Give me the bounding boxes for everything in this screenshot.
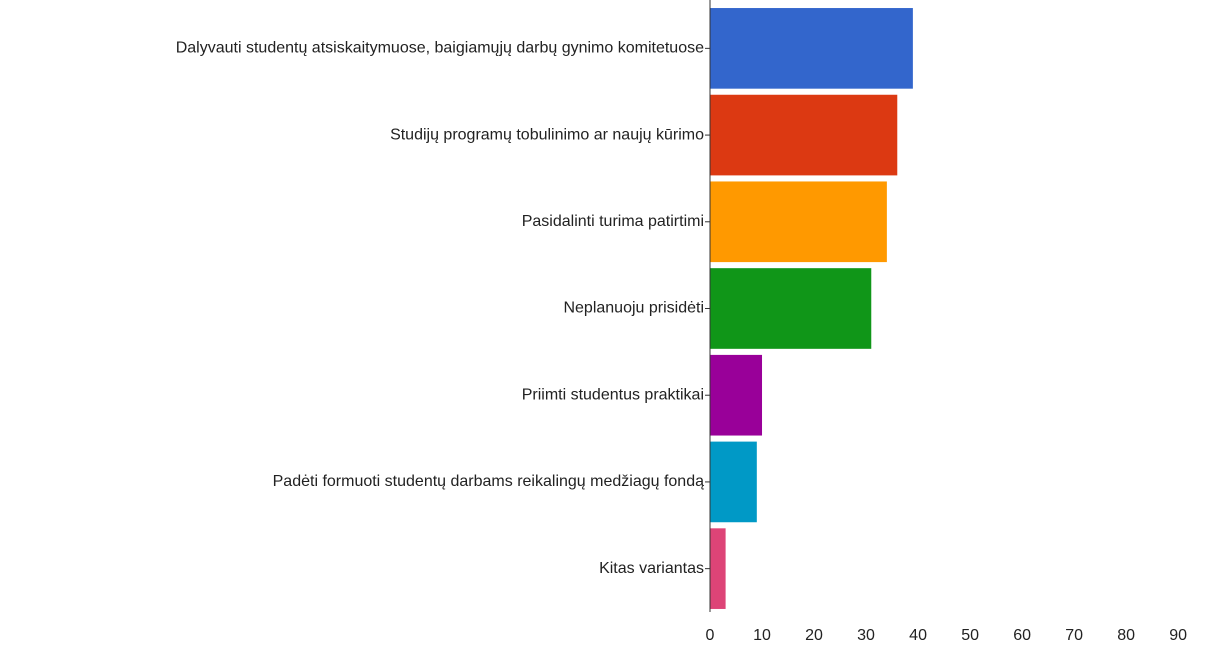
x-tick-label: 90 [1169,627,1187,644]
y-tick-label: Pasidalinti turima patirtimi [522,213,704,230]
bar [710,181,887,263]
x-tick-label: 40 [909,627,927,644]
y-tick-label: Studijų programų tobulinimo ar naujų kūr… [390,126,704,143]
bar [710,94,898,176]
bar [710,528,726,609]
y-tick-label: Priimti studentus praktikai [522,386,704,403]
x-tick-label: 50 [961,627,979,644]
y-tick-label: Dalyvauti studentų atsiskaitymuose, baig… [176,40,704,57]
x-tick-label: 60 [1013,627,1031,644]
bar [710,354,763,436]
x-tick-label: 80 [1117,627,1135,644]
y-tick-label: Neplanuoju prisidėti [563,300,704,317]
bar [710,441,757,523]
y-tick-label: Kitas variantas [599,560,704,577]
bar [710,268,872,349]
x-tick-label: 30 [857,627,875,644]
x-tick-label: 0 [706,627,715,644]
y-tick-label: Padėti formuoti studentų darbams reikali… [273,473,704,490]
bar [710,8,913,89]
x-tick-label: 70 [1065,627,1083,644]
x-tick-label: 10 [753,627,771,644]
x-tick-label: 20 [805,627,823,644]
